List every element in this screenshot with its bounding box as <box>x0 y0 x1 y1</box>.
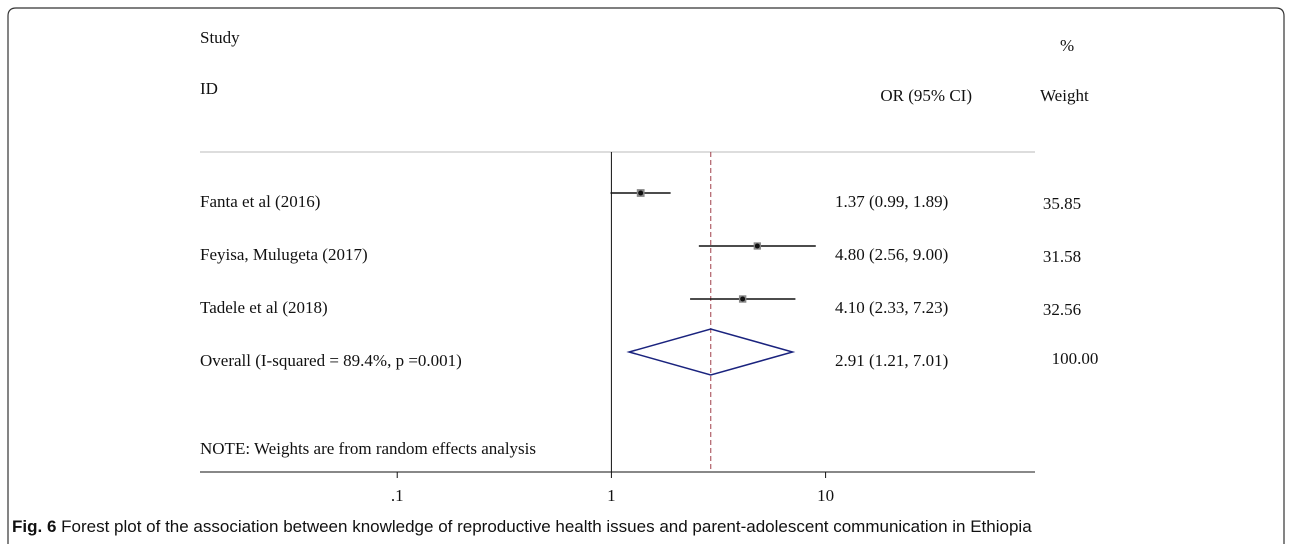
header: Weight <box>1040 86 1089 105</box>
point <box>754 243 760 249</box>
weight-label: 35.85 <box>1043 194 1081 213</box>
x-tick-label: 10 <box>817 486 834 505</box>
effect-label: 1.37 (0.99, 1.89) <box>835 192 948 211</box>
study-label: Feyisa, Mulugeta (2017) <box>200 245 368 264</box>
diamond <box>626 328 796 376</box>
x-tick-label: .1 <box>391 486 404 505</box>
study-label: Overall (I-squared = 89.4%, p =0.001) <box>200 351 462 370</box>
caption-text: Forest plot of the association between k… <box>56 517 1032 536</box>
effect-label: 4.80 (2.56, 9.00) <box>835 245 948 264</box>
header: % <box>1060 36 1074 55</box>
header: ID <box>200 79 218 98</box>
point <box>740 296 746 302</box>
effect-label: 2.91 (1.21, 7.01) <box>835 351 948 370</box>
study-label: Fanta et al (2016) <box>200 192 320 211</box>
x-tick-label: 1 <box>607 486 616 505</box>
point <box>638 190 644 196</box>
note: NOTE: Weights are from random effects an… <box>200 439 536 458</box>
frame <box>7 7 1285 544</box>
header: Study <box>200 28 240 47</box>
caption: Fig. 6 Forest plot of the association be… <box>12 517 1032 536</box>
header: OR (95% CI) <box>880 86 972 105</box>
weight-label: 31.58 <box>1043 247 1081 266</box>
effect-label: 4.10 (2.33, 7.23) <box>835 298 948 317</box>
weight-label: 100.00 <box>1052 349 1099 368</box>
weight-label: 32.56 <box>1043 300 1081 319</box>
caption-label: Fig. 6 <box>12 517 56 536</box>
study-label: Tadele et al (2018) <box>200 298 328 317</box>
